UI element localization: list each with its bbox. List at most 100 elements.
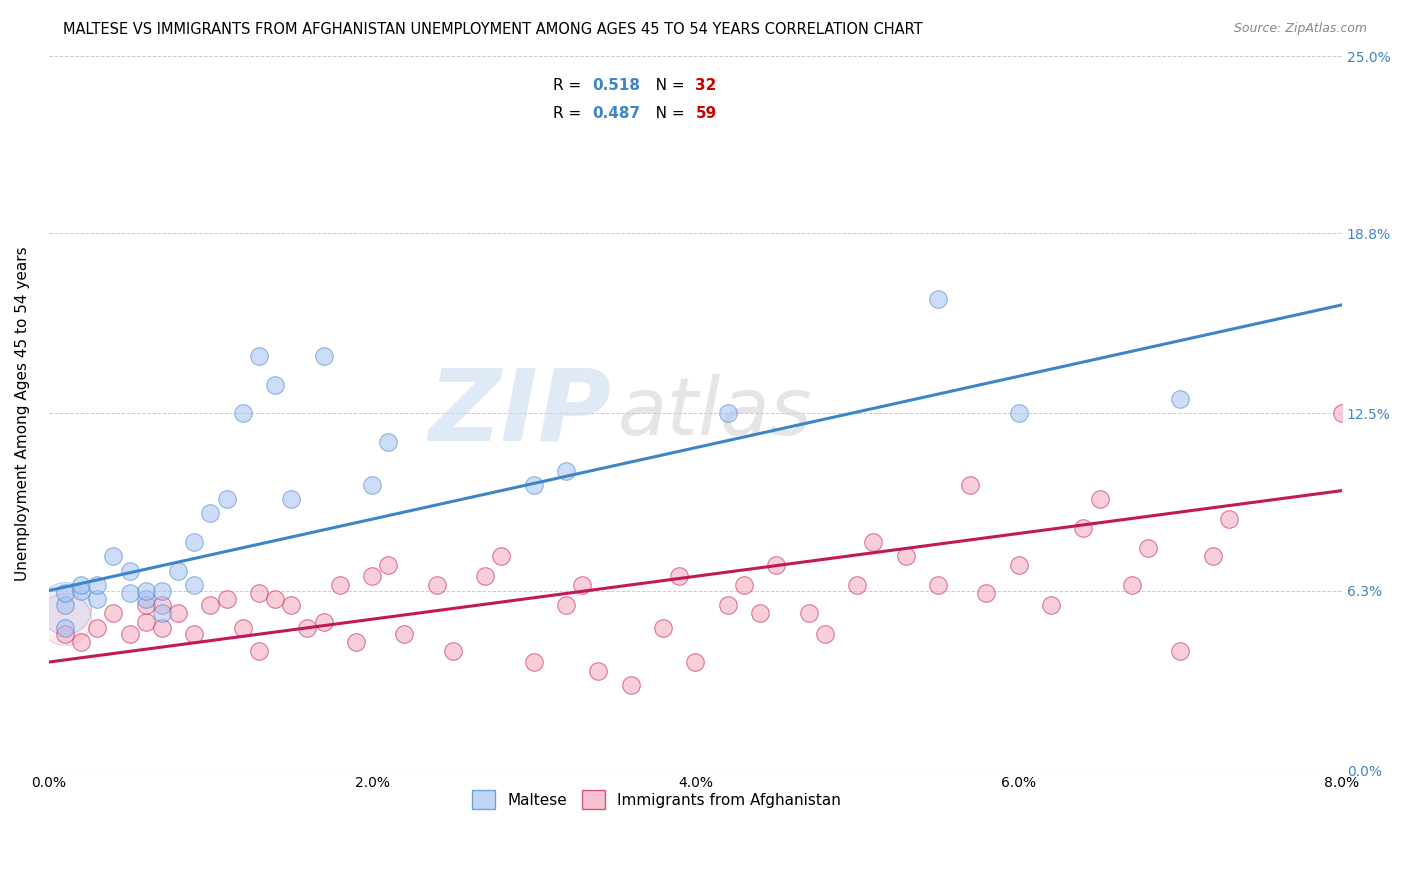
Point <box>1121 578 1143 592</box>
Legend: Maltese, Immigrants from Afghanistan: Maltese, Immigrants from Afghanistan <box>464 782 849 817</box>
Text: atlas: atlas <box>617 375 813 452</box>
Point <box>765 558 787 572</box>
Point <box>1088 492 1111 507</box>
Point <box>377 435 399 450</box>
Point <box>1008 406 1031 420</box>
Point <box>344 635 367 649</box>
Text: N =: N = <box>641 106 689 121</box>
Point <box>135 583 157 598</box>
Point <box>377 558 399 572</box>
Point <box>927 578 949 592</box>
Point <box>555 464 578 478</box>
Point <box>183 578 205 592</box>
Point <box>264 592 287 607</box>
Point <box>717 598 740 612</box>
Point <box>280 492 302 507</box>
Point <box>571 578 593 592</box>
Point <box>749 607 772 621</box>
Point <box>652 621 675 635</box>
Point <box>1073 521 1095 535</box>
Point <box>280 598 302 612</box>
Text: 32: 32 <box>696 78 717 93</box>
Point <box>86 578 108 592</box>
Point <box>1170 643 1192 657</box>
Point <box>247 643 270 657</box>
Point <box>441 643 464 657</box>
Text: ZIP: ZIP <box>429 365 612 462</box>
Point <box>976 586 998 600</box>
Point <box>53 586 76 600</box>
Point <box>312 349 335 363</box>
Point <box>53 612 76 626</box>
Point <box>86 592 108 607</box>
Point <box>361 478 384 492</box>
Point <box>118 564 141 578</box>
Point <box>1170 392 1192 406</box>
Point <box>1008 558 1031 572</box>
Point <box>53 598 76 612</box>
Text: MALTESE VS IMMIGRANTS FROM AFGHANISTAN UNEMPLOYMENT AMONG AGES 45 TO 54 YEARS CO: MALTESE VS IMMIGRANTS FROM AFGHANISTAN U… <box>63 22 922 37</box>
Point <box>70 583 93 598</box>
Point <box>70 578 93 592</box>
Point <box>183 535 205 549</box>
Point <box>200 598 222 612</box>
Point <box>1137 541 1160 555</box>
Point <box>232 406 254 420</box>
Point <box>1218 512 1240 526</box>
Point <box>426 578 449 592</box>
Point <box>247 349 270 363</box>
Point <box>264 377 287 392</box>
Point <box>523 478 546 492</box>
Point <box>862 535 884 549</box>
Point <box>183 626 205 640</box>
Point <box>200 507 222 521</box>
Point <box>70 635 93 649</box>
Point <box>329 578 352 592</box>
Text: R =: R = <box>553 106 586 121</box>
Point <box>53 626 76 640</box>
Text: Source: ZipAtlas.com: Source: ZipAtlas.com <box>1233 22 1367 36</box>
Point <box>1040 598 1063 612</box>
Point <box>312 615 335 629</box>
Point <box>620 678 643 692</box>
Point <box>215 492 238 507</box>
Point <box>53 621 76 635</box>
Point <box>103 607 125 621</box>
Point <box>86 621 108 635</box>
Point <box>135 592 157 607</box>
Point <box>668 569 690 583</box>
Point <box>53 600 76 615</box>
Text: 0.518: 0.518 <box>592 78 640 93</box>
Point <box>150 621 173 635</box>
Point <box>733 578 755 592</box>
Point <box>135 615 157 629</box>
Point <box>167 607 190 621</box>
Text: 59: 59 <box>696 106 717 121</box>
Point <box>215 592 238 607</box>
Point <box>361 569 384 583</box>
Point <box>103 549 125 564</box>
Point <box>297 621 319 635</box>
Point <box>846 578 869 592</box>
Point <box>150 598 173 612</box>
Point <box>118 626 141 640</box>
Point <box>394 626 416 640</box>
Text: 0.487: 0.487 <box>592 106 640 121</box>
Point <box>959 478 981 492</box>
Point <box>588 664 610 678</box>
Point <box>491 549 513 564</box>
Point <box>685 655 707 669</box>
Y-axis label: Unemployment Among Ages 45 to 54 years: Unemployment Among Ages 45 to 54 years <box>15 246 30 581</box>
Point <box>523 655 546 669</box>
Point <box>232 621 254 635</box>
Point <box>927 292 949 306</box>
Point <box>894 549 917 564</box>
Point <box>135 598 157 612</box>
Point <box>474 569 496 583</box>
Point <box>118 586 141 600</box>
Point <box>1202 549 1225 564</box>
Text: R =: R = <box>553 78 586 93</box>
Point <box>814 626 837 640</box>
Text: N =: N = <box>641 78 689 93</box>
Point <box>150 583 173 598</box>
